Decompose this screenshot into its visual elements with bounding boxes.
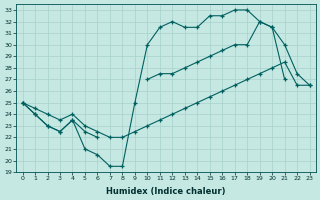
X-axis label: Humidex (Indice chaleur): Humidex (Indice chaleur) <box>106 187 226 196</box>
